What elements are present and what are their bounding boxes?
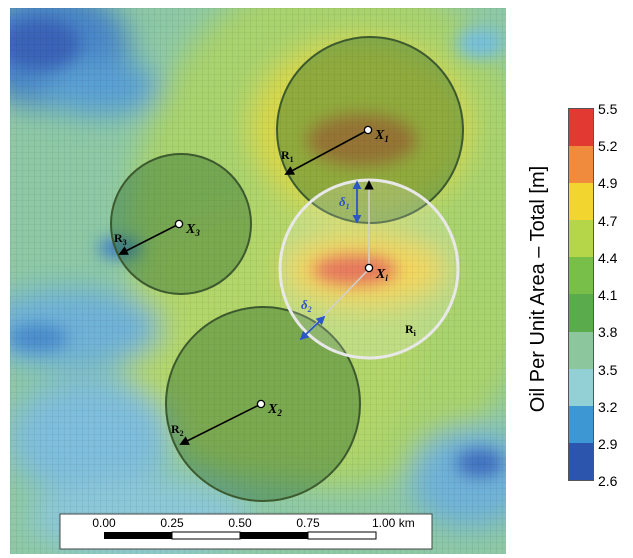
radius-arrow-1 [284,129,369,175]
colorbar-swatch-9 [568,443,594,481]
radius-label-r3: R3 [114,231,127,247]
colorbar-tick-6: 3.8 [598,324,618,340]
colorbar-swatch-0 [568,108,594,146]
point-label-x3: X3 [185,222,200,238]
delta-arrow-2 [299,315,326,341]
colorbar-tick-4: 4.4 [598,250,618,266]
scale-segment-1 [104,532,172,539]
colorbar-tick-8: 3.2 [598,399,618,415]
oil-map-canvas: X1 Xi X2 X3 R1 R2 R3 Ri δ1 δ2 0.00 0.25 … [10,8,506,554]
colorbar [568,108,594,481]
colorbar-tick-5: 4.1 [598,287,618,303]
scale-bar: 0.00 0.25 0.50 0.75 1.00 km [59,513,433,550]
colorbar-swatch-8 [568,406,594,443]
colorbar-swatch-5 [568,294,594,332]
point-marker-x2 [256,399,266,409]
colorbar-swatch-4 [568,257,594,294]
colorbar-swatch-1 [568,146,594,183]
scale-label-3: 0.75 [296,516,320,530]
radius-arrow-2 [179,403,262,445]
delta-label-1: δ1 [339,194,350,211]
point-marker-x1 [363,125,373,135]
scale-label-4: 1.00 km [372,516,415,530]
radius-label-r2: R2 [171,422,184,438]
delta-label-2: δ2 [301,297,312,314]
scale-segment-4 [307,531,377,540]
scale-label-0: 0.00 [92,516,116,530]
point-label-x1: X1 [374,128,389,144]
point-label-xi: Xi [375,267,388,283]
colorbar-tick-0: 5.5 [598,101,618,117]
radius-arrow-3 [118,223,180,255]
oil-map: X1 Xi X2 X3 R1 R2 R3 Ri δ1 δ2 0.00 0.25 … [10,8,506,554]
scale-label-2: 0.50 [228,516,252,530]
colorbar-tick-10: 2.6 [598,473,618,489]
colorbar-title: Oil Per Unit Area – Total [m] [527,165,549,413]
colorbar-tick-1: 5.2 [598,138,618,154]
colorbar-swatch-2 [568,183,594,220]
colorbar-swatch-7 [568,369,594,406]
oil-heatmap [10,8,506,554]
colorbar-tick-7: 3.5 [598,362,618,378]
scale-label-1: 0.25 [160,516,184,530]
point-label-x2: X2 [267,402,282,418]
colorbar-tick-2: 4.9 [598,175,618,191]
scale-segment-3 [240,532,308,539]
point-marker-xi [364,263,374,273]
radius-label-r1: R1 [281,148,294,164]
radius-label-ri: Ri [405,322,417,338]
scale-segment-2 [171,531,241,540]
colorbar-swatch-6 [568,332,594,369]
point-marker-x3 [174,219,184,229]
colorbar-tick-3: 4.7 [598,213,618,229]
colorbar-swatch-3 [568,220,594,257]
colorbar-tick-9: 2.9 [598,436,618,452]
